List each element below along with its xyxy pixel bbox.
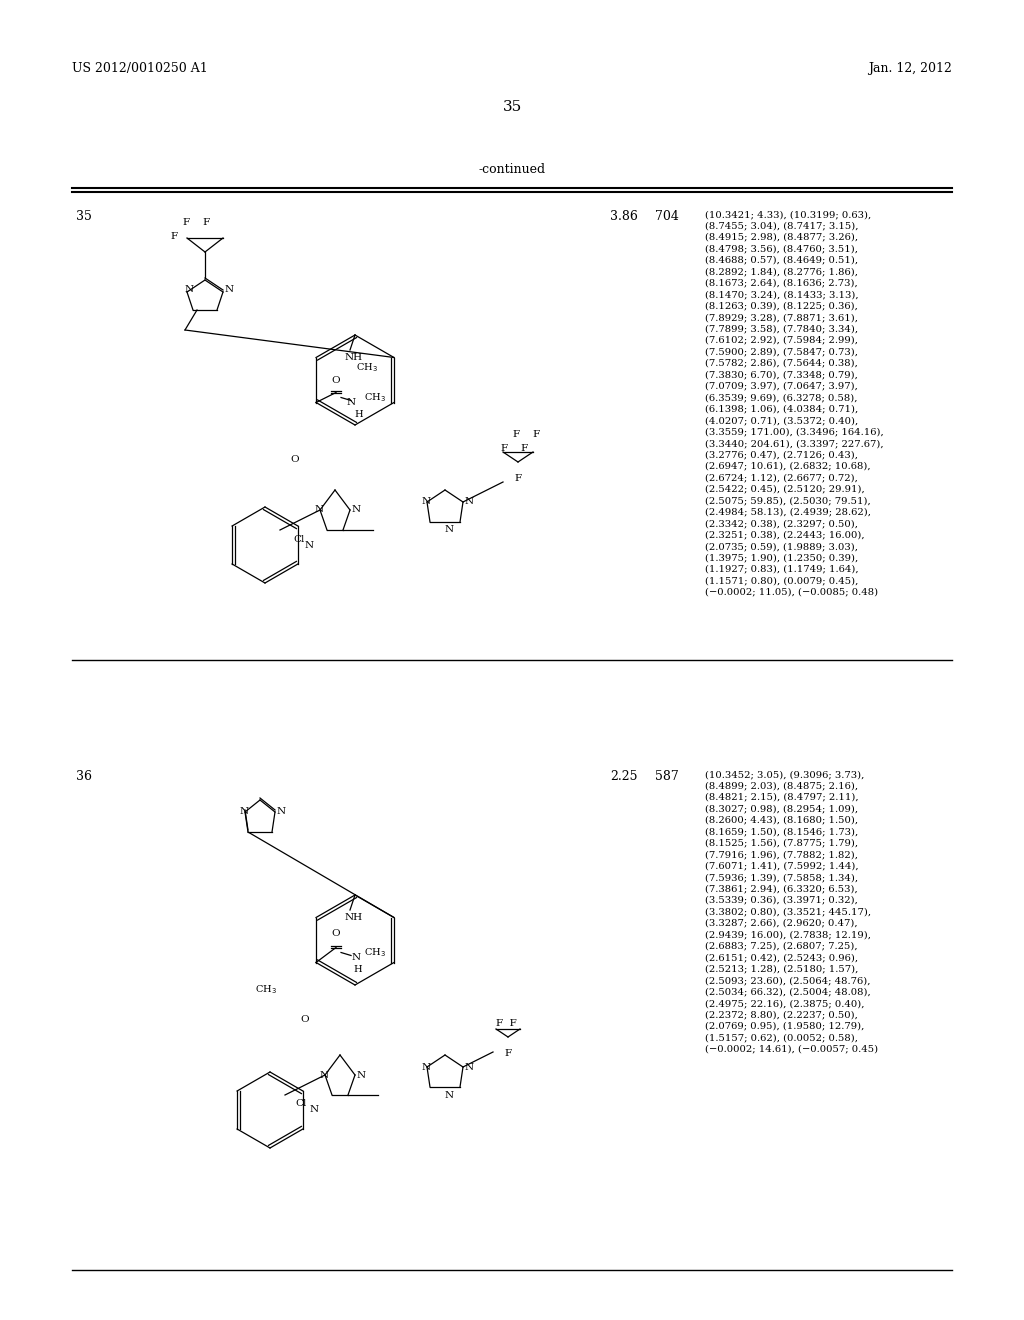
Text: N: N xyxy=(240,808,249,817)
Text: H: H xyxy=(354,411,362,418)
Text: 587: 587 xyxy=(655,770,679,783)
Text: F    F: F F xyxy=(183,218,210,227)
Text: CH$_3$: CH$_3$ xyxy=(356,362,378,374)
Text: N: N xyxy=(185,285,195,294)
Text: N: N xyxy=(445,1090,454,1100)
Text: N: N xyxy=(357,1071,367,1080)
Text: N: N xyxy=(465,1063,474,1072)
Text: NH: NH xyxy=(345,354,364,363)
Text: O: O xyxy=(332,929,340,939)
Text: N: N xyxy=(278,808,286,817)
Text: O: O xyxy=(300,1015,308,1024)
Text: F: F xyxy=(514,474,521,483)
Text: N: N xyxy=(310,1106,319,1114)
Text: NH: NH xyxy=(345,913,364,923)
Text: F  F: F F xyxy=(496,1019,517,1028)
Text: N: N xyxy=(225,285,234,294)
Text: US 2012/0010250 A1: US 2012/0010250 A1 xyxy=(72,62,208,75)
Text: Jan. 12, 2012: Jan. 12, 2012 xyxy=(868,62,952,75)
Text: O: O xyxy=(290,455,299,465)
Text: 35: 35 xyxy=(76,210,92,223)
Text: N: N xyxy=(445,525,454,535)
Text: 704: 704 xyxy=(655,210,679,223)
Text: CH$_3$: CH$_3$ xyxy=(364,946,386,958)
Text: Cl: Cl xyxy=(293,535,304,544)
Text: N: N xyxy=(346,399,355,407)
Text: Cl: Cl xyxy=(295,1098,306,1107)
Text: N: N xyxy=(319,1071,329,1080)
Text: CH$_3$: CH$_3$ xyxy=(364,391,386,404)
Text: (10.3421; 4.33), (10.3199; 0.63),
(8.7455; 3.04), (8.7417; 3.15),
(8.4915; 2.98): (10.3421; 4.33), (10.3199; 0.63), (8.745… xyxy=(705,210,884,597)
Text: CH$_3$: CH$_3$ xyxy=(255,983,276,997)
Text: F: F xyxy=(170,232,177,242)
Text: F    F: F F xyxy=(501,444,528,453)
Text: N: N xyxy=(315,506,325,515)
Text: H: H xyxy=(353,965,361,974)
Text: F    F: F F xyxy=(513,430,541,440)
Text: 2.25: 2.25 xyxy=(610,770,638,783)
Text: N: N xyxy=(422,1063,431,1072)
Text: (10.3452; 3.05), (9.3096; 3.73),
(8.4899; 2.03), (8.4875; 2.16),
(8.4821; 2.15),: (10.3452; 3.05), (9.3096; 3.73), (8.4899… xyxy=(705,770,879,1053)
Text: N: N xyxy=(351,953,360,962)
Text: N: N xyxy=(465,498,474,507)
Text: 3.86: 3.86 xyxy=(610,210,638,223)
Text: N: N xyxy=(352,506,361,515)
Text: O: O xyxy=(332,376,340,385)
Text: 35: 35 xyxy=(503,100,521,114)
Text: F: F xyxy=(505,1049,512,1059)
Text: -continued: -continued xyxy=(478,162,546,176)
Text: N: N xyxy=(305,540,314,549)
Text: N: N xyxy=(422,498,431,507)
Text: 36: 36 xyxy=(76,770,92,783)
